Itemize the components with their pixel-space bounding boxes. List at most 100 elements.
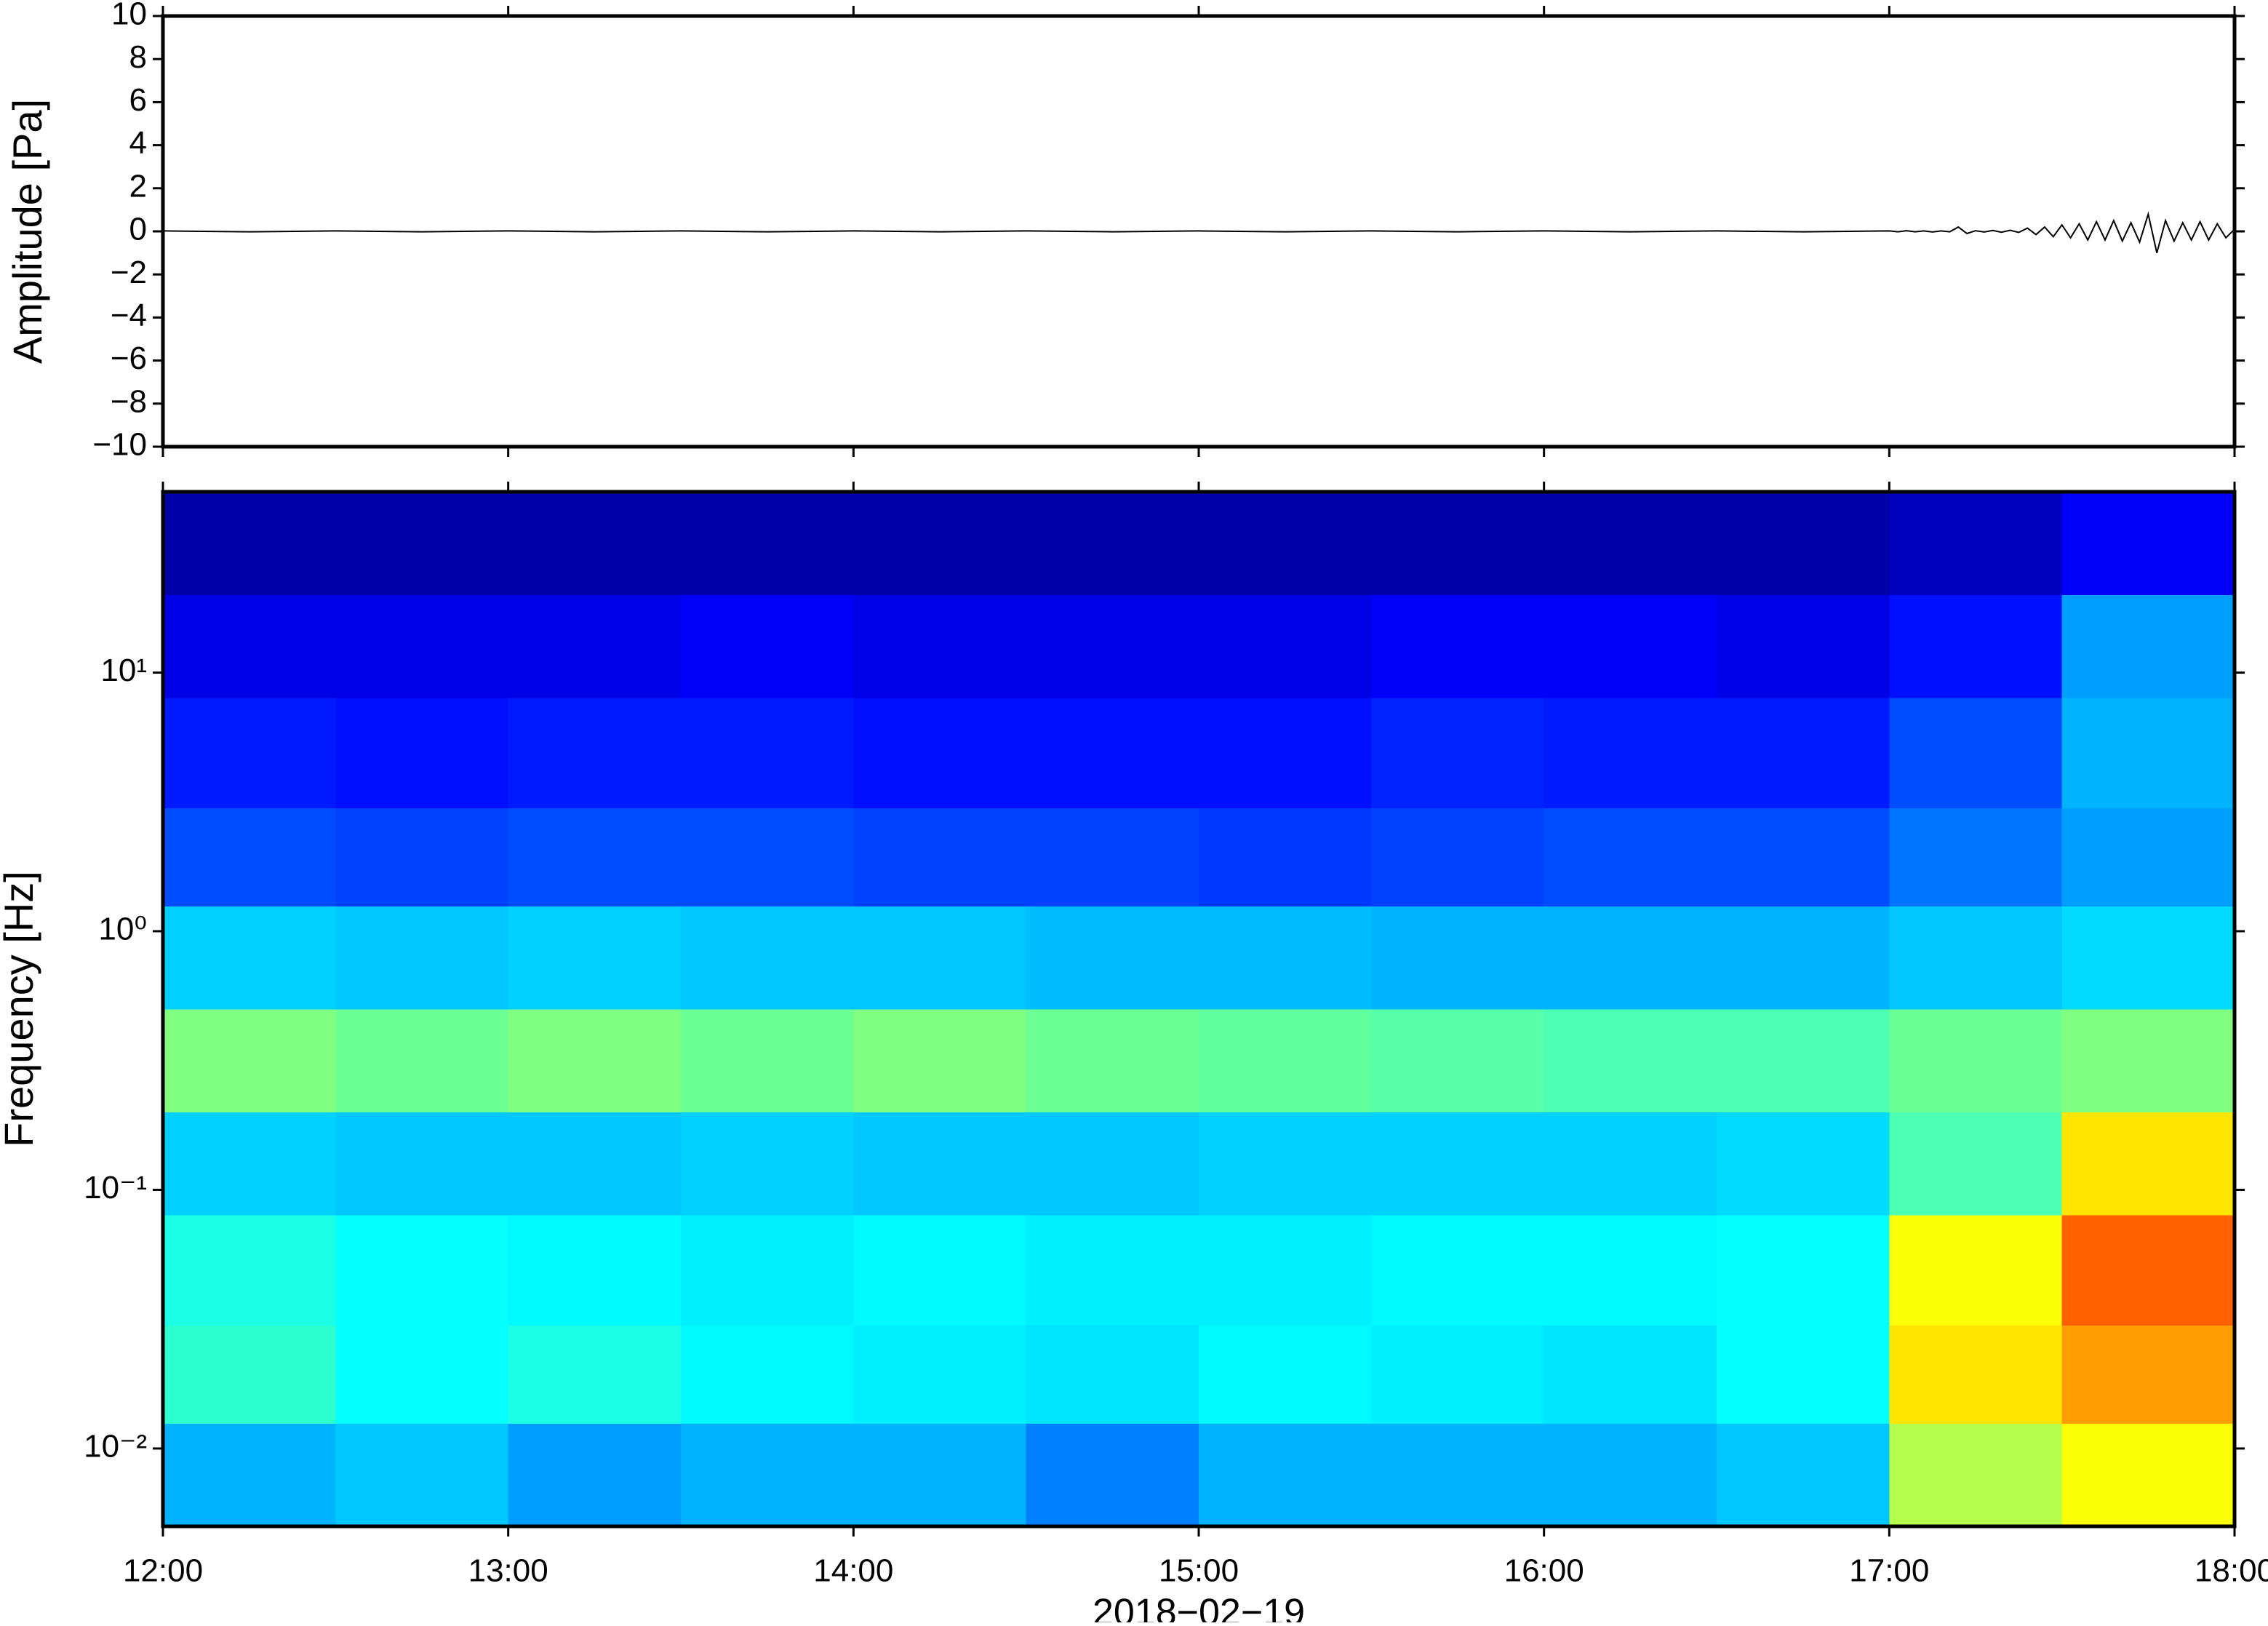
heatmap-cell (508, 1112, 682, 1216)
heatmap-cell (1199, 594, 1372, 698)
heatmap-cell (681, 594, 854, 698)
heatmap-cell (2061, 697, 2235, 808)
y-tick-label: 2 (129, 168, 147, 204)
heatmap-cell (335, 492, 509, 595)
heatmap-cell (1544, 808, 1717, 907)
heatmap-cell (853, 1112, 1027, 1216)
heatmap-cell (853, 1214, 1027, 1326)
heatmap-cell (2061, 1009, 2235, 1112)
y-tick-label: 8 (129, 39, 147, 75)
heatmap-cell (335, 1112, 509, 1216)
heatmap-cell (335, 808, 509, 907)
heatmap-cell (335, 906, 509, 1010)
heatmap-cell (1544, 1423, 1717, 1527)
heatmap-cell (1717, 808, 1890, 907)
heatmap-cell (163, 808, 336, 907)
heatmap-cell (163, 697, 336, 808)
heatmap-cell (1199, 1325, 1372, 1424)
heatmap-cell (508, 1325, 682, 1424)
heatmap-cell (681, 808, 854, 907)
heatmap-cell (1371, 1009, 1545, 1112)
heatmap-cell (335, 594, 509, 698)
heatmap-cell (1889, 1214, 2063, 1326)
heatmap-cell (1026, 697, 1199, 808)
heatmap-cell (1371, 697, 1545, 808)
heatmap-cell (2061, 808, 2235, 907)
heatmap-cell (1199, 906, 1372, 1010)
heatmap-cell (1371, 906, 1545, 1010)
heatmap-cell (1199, 697, 1372, 808)
heatmap-cell (1717, 1423, 1890, 1527)
heatmap-cell (1026, 594, 1199, 698)
heatmap-cell (163, 1214, 336, 1326)
heatmap-cell (163, 1423, 336, 1527)
heatmap-cell (2061, 1112, 2235, 1216)
heatmap-cell (2061, 594, 2235, 698)
x-tick-label: 18:00 (2195, 1553, 2268, 1589)
heatmap-cell (681, 697, 854, 808)
heatmap-cell (681, 1423, 854, 1527)
heatmap-cell (1889, 808, 2063, 907)
heatmap-cell (681, 1214, 854, 1326)
heatmap-cell (1717, 594, 1890, 698)
y-tick-label: 6 (129, 82, 147, 118)
heatmap-cell (1717, 1112, 1890, 1216)
heatmap-cell (853, 697, 1027, 808)
heatmap-cell (1544, 1009, 1717, 1112)
y-tick-label: 10⁰ (98, 912, 147, 947)
heatmap-cell (853, 1423, 1027, 1527)
heatmap-cell (335, 1214, 509, 1326)
heatmap-cell (1544, 492, 1717, 595)
x-tick-label: 17:00 (1849, 1553, 1929, 1589)
heatmap-cell (1544, 906, 1717, 1010)
heatmap-cell (1371, 808, 1545, 907)
heatmap-cell (163, 1325, 336, 1424)
y-tick-label: 4 (129, 125, 147, 161)
heatmap-cell (1889, 594, 2063, 698)
heatmap-cell (335, 1009, 509, 1112)
heatmap-cell (1026, 1423, 1199, 1527)
heatmap-cell (1717, 1214, 1890, 1326)
heatmap-cell (853, 492, 1027, 595)
heatmap-cell (853, 1009, 1027, 1112)
y-tick-label: −6 (111, 340, 147, 376)
heatmap-cell (335, 1325, 509, 1424)
heatmap-cell (163, 1112, 336, 1216)
heatmap-cell (853, 594, 1027, 698)
heatmap-cell (1717, 492, 1890, 595)
heatmap-cell (1544, 594, 1717, 698)
y-tick-label: 10¹ (100, 653, 147, 688)
heatmap-cell (335, 1423, 509, 1527)
heatmap-cell (2061, 906, 2235, 1010)
heatmap-cell (1544, 1325, 1717, 1424)
x-axis-label: 2018−02−19 (1093, 1592, 1305, 1622)
heatmap-cell (853, 1325, 1027, 1424)
heatmap-cell (1717, 1325, 1890, 1424)
heatmap-cell (1026, 1325, 1199, 1424)
heatmap-cell (508, 492, 682, 595)
heatmap-cell (1889, 906, 2063, 1010)
heatmap-cell (1026, 906, 1199, 1010)
heatmap-cell (1026, 492, 1199, 595)
heatmap-cell (1717, 1009, 1890, 1112)
heatmap-cell (1026, 808, 1199, 907)
heatmap-cell (681, 1112, 854, 1216)
x-tick-label: 12:00 (123, 1553, 203, 1589)
heatmap-cell (508, 906, 682, 1010)
y-tick-label: −4 (111, 298, 147, 333)
heatmap-cell (163, 492, 336, 595)
waveform (162, 211, 2235, 253)
heatmap-cell (681, 1325, 854, 1424)
heatmap-cell (508, 1009, 682, 1112)
heatmap-cell (1889, 1423, 2063, 1527)
heatmap-cell (1199, 1423, 1372, 1527)
heatmap-cell (1371, 594, 1545, 698)
heatmap-cell (1717, 697, 1890, 808)
y-tick-label: 0 (129, 212, 147, 247)
heatmap-cell (1544, 1214, 1717, 1326)
heatmap-cell (508, 1214, 682, 1326)
x-tick-label: 16:00 (1504, 1553, 1584, 1589)
heatmap-cell (681, 1009, 854, 1112)
x-tick-label: 13:00 (468, 1553, 548, 1589)
